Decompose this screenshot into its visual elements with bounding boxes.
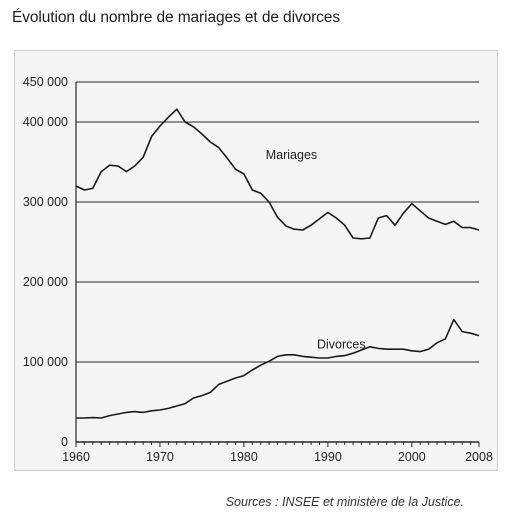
y-tick-label: 450 000: [23, 75, 68, 89]
series-label-mariages: Mariages: [266, 148, 317, 162]
x-tick-label: 1990: [314, 450, 342, 464]
y-tick-label: 300 000: [23, 195, 68, 209]
page-title: Évolution du nombre de mariages et de di…: [12, 9, 340, 26]
x-tick-label: 2000: [398, 450, 426, 464]
x-tick-label: 1960: [62, 450, 90, 464]
x-tick-label: 1970: [146, 450, 174, 464]
y-tick-label: 200 000: [23, 275, 68, 289]
x-tick-label: 1980: [230, 450, 258, 464]
chart-frame: 0 100 000 200 000 300 000 400 000 450 000 1960…: [14, 50, 498, 471]
series-line-mariages: [75, 108, 480, 240]
y-tick-label: 0: [61, 435, 68, 449]
x-tick-label: 2008: [465, 450, 493, 464]
y-tick-label: 400 000: [23, 115, 68, 129]
series-line-divorces: [76, 318, 480, 419]
y-tick-label: 100 000: [23, 355, 68, 369]
series-label-divorces: Divorces: [317, 337, 366, 351]
source-note: Sources : INSEE et ministère de la Justi…: [225, 495, 464, 509]
line-chart: 0 100 000 200 000 300 000 400 000 450 000 1960…: [23, 75, 493, 464]
